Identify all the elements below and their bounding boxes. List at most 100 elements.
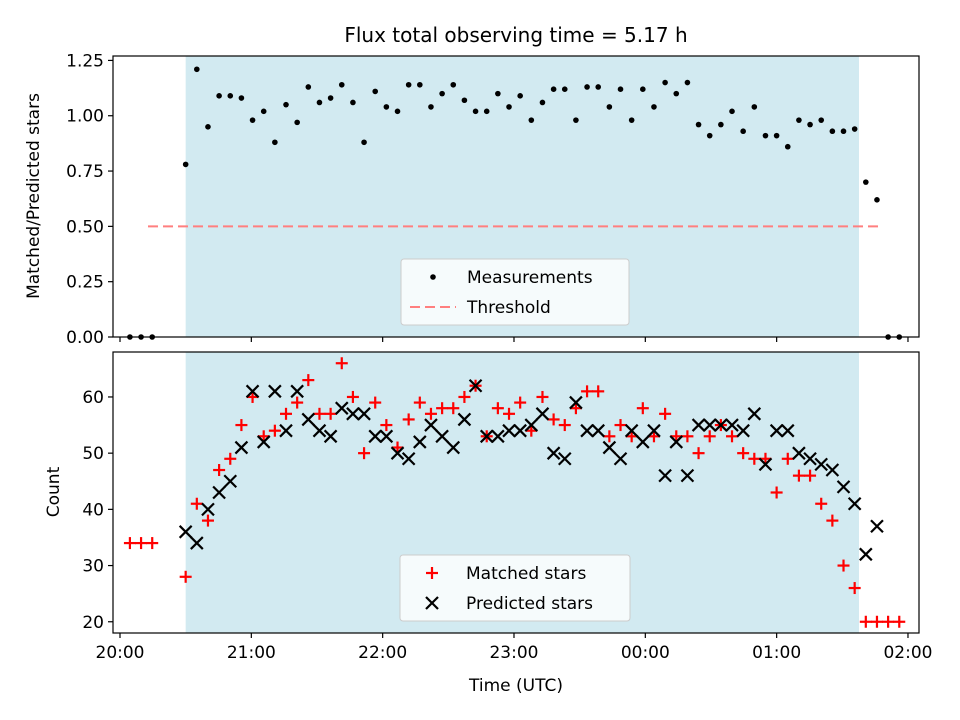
matched-star-marker [581, 385, 594, 398]
matched-star-marker [380, 419, 393, 432]
predicted-star-marker [268, 384, 282, 399]
legend-marker-predicted [425, 596, 439, 610]
matched-star-marker [659, 407, 672, 420]
predicted-star-marker [613, 452, 628, 466]
matched-star-marker [625, 430, 638, 443]
matched-star-marker [179, 570, 192, 583]
measurement-point [417, 81, 423, 88]
predicted-star-marker [256, 435, 271, 449]
predicted-star-marker [624, 423, 639, 438]
measurement-point [472, 108, 479, 115]
y-tick-label: 0.75 [66, 162, 104, 182]
predicted-star-marker [457, 412, 472, 427]
predicted-star-marker [803, 452, 817, 466]
predicted-star-marker [780, 423, 795, 438]
matched-star-marker [503, 407, 516, 420]
matched-star-marker [603, 430, 616, 443]
measurement-point [773, 132, 780, 139]
measurement-point [439, 90, 445, 97]
legend-marker-measurements [430, 274, 436, 280]
measurement-point [305, 84, 312, 90]
count-plot-frame [112, 351, 920, 634]
legend-label-predicted: Predicted stars [466, 594, 593, 614]
x-tick-label: 22:00 [358, 643, 407, 663]
matched-star-marker [647, 430, 660, 443]
predicted-star-marker [580, 423, 594, 438]
matched-star-marker [770, 486, 783, 499]
y-tick-label: 20 [82, 613, 104, 633]
matched-star-marker [346, 390, 359, 403]
matched-star-marker [291, 396, 304, 409]
measurement-point [249, 117, 256, 123]
measurement-point [327, 95, 334, 101]
predicted-star-marker [491, 429, 505, 444]
matched-star-marker [458, 390, 471, 403]
predicted-star-marker [814, 457, 828, 472]
measurement-point [495, 90, 501, 97]
predicted-star-marker [279, 423, 293, 438]
measurement-point [662, 79, 668, 86]
predicted-star-marker [524, 418, 539, 432]
predicted-star-marker [825, 463, 840, 477]
count-legend-box [399, 554, 631, 622]
predicted-star-marker [747, 407, 762, 421]
measurement-point [205, 124, 211, 130]
measurement-point [350, 99, 356, 106]
matched-star-marker [569, 402, 582, 415]
matched-star-marker [592, 385, 605, 398]
measurement-point [851, 126, 858, 132]
predicted-star-marker [669, 435, 684, 449]
matched-star-marker [190, 497, 203, 510]
legend-label-measurements: Measurements [467, 268, 593, 288]
predicted-star-marker [546, 446, 561, 460]
matched-star-marker [547, 413, 560, 426]
y-tick-label: 40 [82, 500, 104, 520]
predicted-star-marker [446, 440, 461, 455]
y-tick-label: 0.50 [66, 217, 104, 237]
ratio-legend: Measurements Threshold [400, 258, 630, 326]
matched-star-marker [558, 419, 571, 432]
predicted-star-marker [234, 440, 249, 455]
measurement-point [718, 121, 724, 128]
predicted-star-marker [691, 418, 706, 432]
measurement-point [595, 84, 602, 90]
x-tick-label: 01:00 [752, 643, 801, 663]
measurement-point [461, 97, 468, 104]
matched-star-marker [636, 402, 649, 415]
matched-star-marker [436, 402, 449, 415]
predicted-star-marker [714, 418, 728, 432]
matched-star-marker [748, 452, 761, 465]
matched-star-marker [391, 441, 404, 454]
predicted-star-marker [357, 407, 371, 421]
measurement-point [829, 128, 836, 135]
measurement-point [628, 117, 635, 123]
x-axis-label: Time (UTC) [468, 676, 563, 696]
matched-star-marker [837, 559, 850, 572]
predicted-star-marker [870, 519, 884, 533]
predicted-star-marker [435, 429, 449, 444]
predicted-star-marker [334, 401, 349, 415]
measurement-point [450, 81, 457, 88]
measurement-point [316, 99, 323, 106]
predicted-star-marker [413, 435, 427, 449]
matched-star-marker [402, 413, 415, 426]
count-panel: 20 30 40 50 60 20:00 21:00 22:00 23:00 00:00 01:0… [44, 351, 932, 696]
predicted-star-marker [680, 468, 695, 483]
measurement-point [729, 108, 735, 115]
count-y-axis-label: Count [44, 466, 64, 517]
measurement-point [528, 117, 535, 123]
measurement-point [740, 128, 746, 135]
measurement-point [573, 117, 579, 123]
measurement-point [695, 121, 702, 128]
measurement-point [372, 88, 379, 95]
matched-star-marker [614, 419, 627, 432]
measurement-point [706, 132, 713, 139]
chart-title: Flux total observing time = 5.17 h [344, 23, 687, 47]
measurement-point [807, 121, 813, 128]
matched-star-marker [257, 430, 270, 443]
measurement-point [338, 81, 345, 88]
ratio-plot-frame [112, 55, 920, 338]
measurement-point [182, 161, 189, 168]
matched-star-marker [280, 407, 293, 420]
matched-star-marker [268, 424, 281, 437]
